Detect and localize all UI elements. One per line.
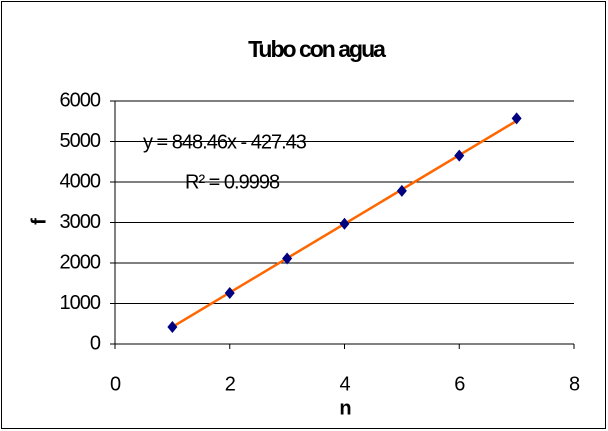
x-tick-label: 0 [110, 373, 121, 395]
x-tick-label: 2 [225, 373, 236, 395]
y-tick-label: 2000 [60, 251, 101, 273]
chart-title: Tubo con agua [248, 36, 386, 62]
y-tick-label: 5000 [60, 130, 101, 152]
x-tick-label: 4 [339, 373, 350, 395]
x-axis-title: n [339, 397, 350, 419]
data-point [511, 112, 522, 125]
y-tick-label: 3000 [60, 211, 101, 233]
y-tick-label: 0 [90, 332, 101, 354]
data-point [339, 217, 350, 230]
data-point [167, 320, 178, 333]
r-squared: R² = 0.9998 [185, 171, 280, 193]
data-point [454, 149, 465, 162]
y-axis-title: f [28, 218, 50, 225]
y-tick-label: 6000 [60, 89, 101, 111]
x-tick-label: 6 [454, 373, 465, 395]
y-tick-label: 1000 [60, 292, 101, 314]
data-point [224, 286, 235, 299]
x-tick-label: 8 [569, 373, 580, 395]
y-tick-label: 4000 [60, 170, 101, 192]
data-point [396, 184, 407, 197]
data-point [282, 252, 293, 265]
trendline-equation: y = 848.46x - 427.43 [143, 131, 307, 153]
